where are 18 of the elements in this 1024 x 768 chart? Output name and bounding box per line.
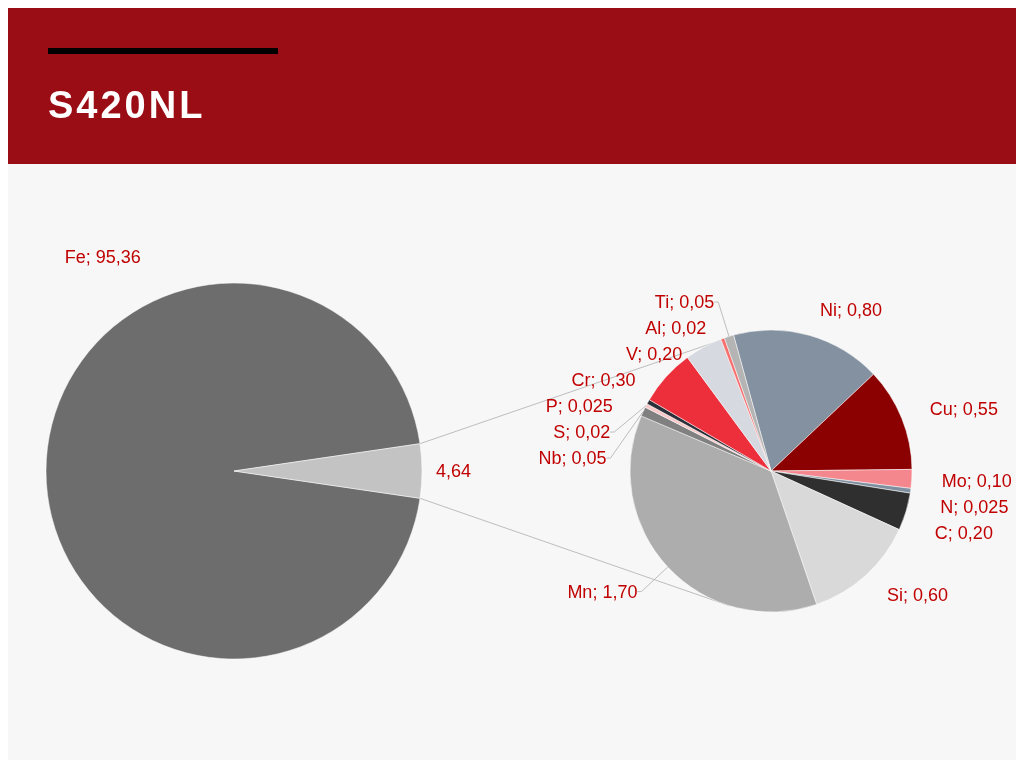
slice-label: N; 0,025 xyxy=(940,496,1009,517)
slice-label: Cr; 0,30 xyxy=(571,370,636,391)
slice-label: Cu; 0,55 xyxy=(929,398,998,419)
slice-label: C; 0,20 xyxy=(934,522,993,543)
slice-label: Mo; 0,10 xyxy=(941,470,1012,491)
slice-label: Ni; 0,80 xyxy=(820,300,883,321)
slice-label: Mn; 1,70 xyxy=(567,581,638,602)
slice-label: Nb; 0,05 xyxy=(538,448,607,469)
slice-label: P; 0,025 xyxy=(545,396,613,417)
pie-slice xyxy=(46,282,421,660)
slice-label: V; 0,20 xyxy=(625,344,683,365)
slice-label: Al; 0,02 xyxy=(645,318,707,339)
slice-label: Si; 0,60 xyxy=(887,585,949,606)
data-label: 4,64 xyxy=(436,461,472,482)
chart-title: S420NL xyxy=(48,84,206,126)
slice-label: S; 0,02 xyxy=(553,422,611,443)
slice-label: Ti; 0,05 xyxy=(654,292,715,313)
slice-label: Fe; 95,36 xyxy=(64,247,141,267)
